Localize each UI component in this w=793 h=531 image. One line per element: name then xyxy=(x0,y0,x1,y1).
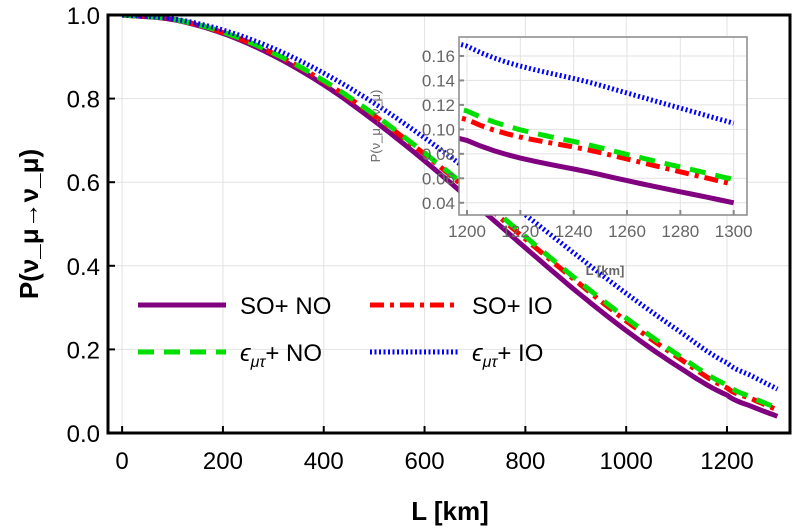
x-tick-label: 0 xyxy=(115,448,128,475)
legend-label: SO+ IO xyxy=(472,293,553,320)
inset-y-label: P(ν_μ→ν_μ) xyxy=(368,90,383,163)
legend-label: ϵμτ+ IO xyxy=(472,340,543,371)
y-tick-label: 0.14 xyxy=(422,71,455,90)
y-tick-label: 0.16 xyxy=(422,47,455,66)
y-tick-label: 0.04 xyxy=(422,194,455,213)
x-tick-label: 600 xyxy=(405,448,445,475)
main-frame xyxy=(106,13,792,435)
inset-x-label: L [km] xyxy=(586,263,625,278)
x-axis-label: L [km] xyxy=(411,496,489,526)
y-tick-label: 0.10 xyxy=(422,120,455,139)
y-tick-label: 0.8 xyxy=(67,87,100,114)
series-line--io xyxy=(459,41,735,126)
legend-label: ϵμτ+ NO xyxy=(240,340,322,371)
series-line--no xyxy=(459,106,735,182)
y-tick-label: 0.12 xyxy=(422,96,455,115)
inset-frame xyxy=(458,36,748,216)
y-tick-label: 0.4 xyxy=(67,254,100,281)
y-tick-label: 0.08 xyxy=(422,145,455,164)
inset-chart: 1200 1220 1240 1260 1280 1300 0.04 0.06 0.08 0.10… xyxy=(368,36,753,278)
y-axis-label: P(ν_μ→ν_μ) xyxy=(14,149,44,299)
legend-label: SO+ NO xyxy=(240,293,331,320)
x-tick-label: 400 xyxy=(304,448,344,475)
x-tick-label: 800 xyxy=(505,448,545,475)
y-tick-label: 1.0 xyxy=(67,3,100,30)
x-tick-label: 1000 xyxy=(599,448,652,475)
y-tick-label: 0.6 xyxy=(67,170,100,197)
series-line--io xyxy=(121,15,779,392)
x-tick-label: 1260 xyxy=(608,222,646,241)
legend: SO+ NO SO+ IO ϵμτ+ NO ϵμτ+ IO xyxy=(138,293,553,371)
x-tick-label: 1200 xyxy=(448,222,486,241)
x-tick-label: 1280 xyxy=(661,222,699,241)
y-tick-label: 0.06 xyxy=(422,169,455,188)
x-tick-label: 1220 xyxy=(501,222,539,241)
y-tick-label: 0.2 xyxy=(67,337,100,364)
series-line-so-no xyxy=(459,135,735,206)
series-line-so-io xyxy=(459,114,735,187)
x-tick-label: 1240 xyxy=(555,222,593,241)
x-tick-label: 200 xyxy=(203,448,243,475)
x-tick-label: 1300 xyxy=(715,222,753,241)
y-tick-label: 0.0 xyxy=(67,421,100,448)
main-ticks: 0 200 400 600 800 1000 1200 0.0 0.2 0.4 0.6 0.8 1.0 xyxy=(67,3,754,475)
x-tick-label: 1200 xyxy=(700,448,753,475)
